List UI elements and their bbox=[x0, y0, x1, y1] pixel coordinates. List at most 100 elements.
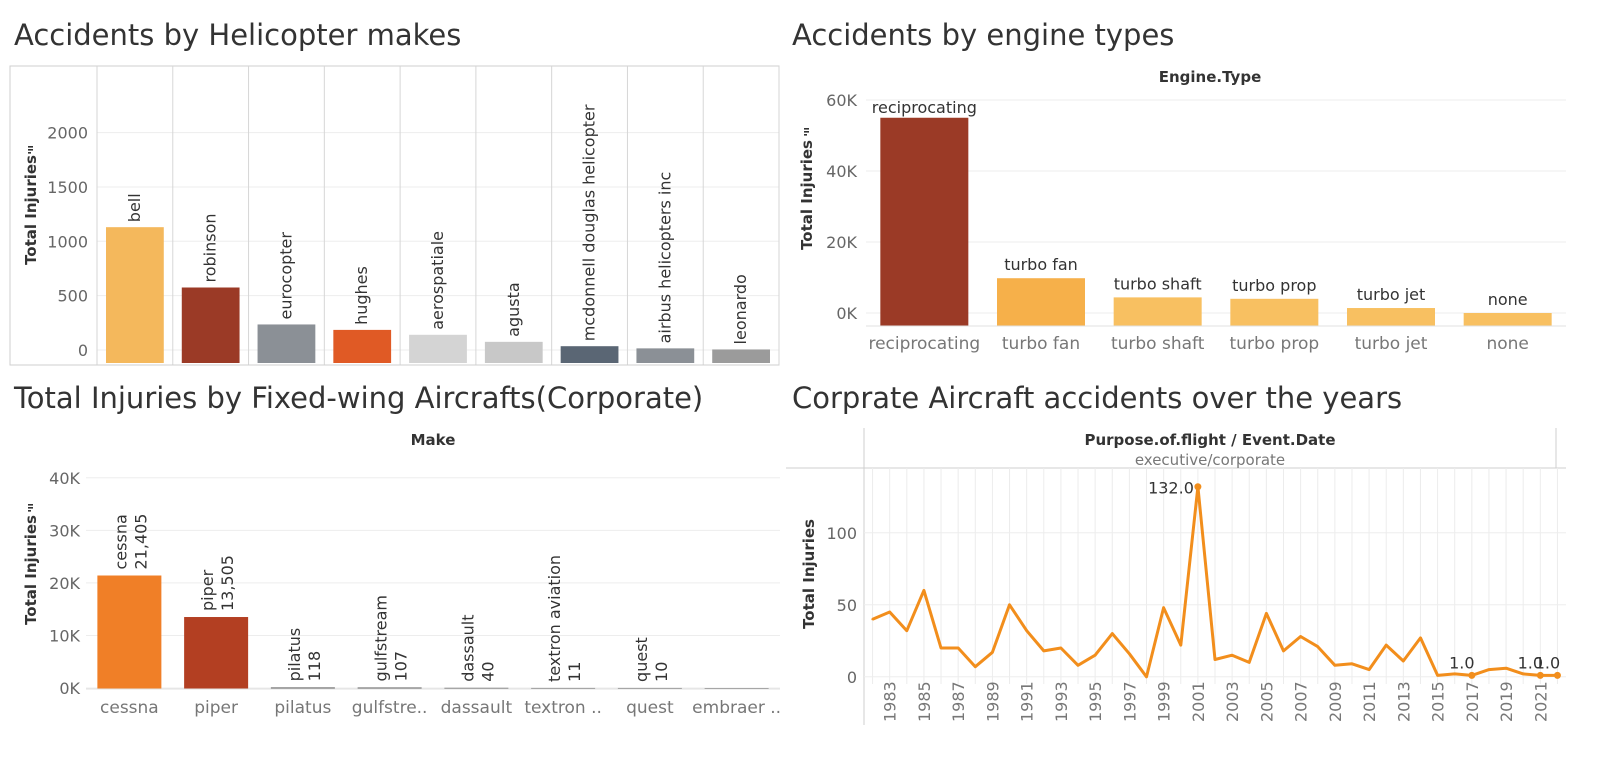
data-point bbox=[1453, 672, 1456, 676]
data-point bbox=[974, 665, 977, 668]
annotated-point bbox=[1536, 671, 1544, 679]
data-point bbox=[1367, 668, 1371, 671]
point-label: 132.0 bbox=[1148, 479, 1194, 498]
y-tick-label: 40K bbox=[49, 469, 80, 488]
data-point bbox=[1059, 646, 1063, 650]
data-point bbox=[939, 646, 943, 650]
bar-label: turbo shaft bbox=[1114, 274, 1202, 293]
x-tick-label: 2015 bbox=[1429, 681, 1448, 722]
corporate-chart[interactable]: Purpose.of.flight / Event.Date executive/… bbox=[782, 422, 1602, 757]
bar-quest bbox=[617, 687, 682, 689]
data-point bbox=[1487, 668, 1491, 671]
x-tick-label: 2005 bbox=[1257, 681, 1276, 722]
data-point bbox=[1282, 649, 1285, 653]
y-axis-label: Total Injuries bbox=[798, 140, 816, 250]
bar-eurocopter bbox=[257, 324, 316, 363]
bar-airbus-helicopters-inc bbox=[636, 348, 695, 363]
y-tick-label: 20K bbox=[49, 574, 80, 593]
sort-descending-icon bbox=[28, 504, 33, 512]
data-point bbox=[1385, 643, 1388, 647]
x-tick-label: 2003 bbox=[1223, 681, 1242, 722]
x-tick-label: 2011 bbox=[1360, 681, 1379, 722]
data-point bbox=[1419, 636, 1422, 640]
x-tick-label: 1995 bbox=[1086, 681, 1105, 722]
x-tick-label: turbo prop bbox=[1230, 334, 1320, 354]
bar-label: bell bbox=[125, 193, 144, 222]
bar-label: dassault bbox=[458, 614, 477, 681]
bar-label: cessna bbox=[111, 514, 130, 569]
bar-bell bbox=[106, 227, 164, 363]
bar-label: aerospatiale bbox=[428, 231, 447, 330]
data-point bbox=[1145, 675, 1148, 678]
data-point bbox=[1179, 643, 1182, 647]
y-tick-label: 100 bbox=[826, 524, 857, 543]
y-tick-label: 40K bbox=[826, 162, 857, 181]
sort-descending-icon bbox=[28, 146, 33, 154]
y-tick-label: 0K bbox=[836, 304, 857, 323]
chart-subheader: executive/corporate bbox=[1135, 451, 1285, 469]
bar-value-label: 13,505 bbox=[218, 555, 237, 611]
x-tick-label: gulfstre.. bbox=[352, 698, 428, 718]
data-point bbox=[1042, 649, 1045, 653]
data-point bbox=[1025, 629, 1028, 632]
y-tick-label: 1000 bbox=[47, 232, 88, 251]
data-point bbox=[888, 610, 891, 614]
y-axis-label: Total Injuries bbox=[22, 155, 40, 265]
engine-chart[interactable]: Engine.Type 0K 20K 40K 60K reciprocating recip… bbox=[782, 60, 1602, 370]
x-tick-label: cessna bbox=[100, 698, 159, 718]
bar-label: turbo prop bbox=[1232, 276, 1316, 295]
bar-label: robinson bbox=[201, 213, 220, 282]
bar-label: agusta bbox=[504, 282, 523, 337]
data-point bbox=[1402, 659, 1405, 663]
bar-label: eurocopter bbox=[276, 232, 295, 320]
y-tick-label: 50 bbox=[837, 596, 857, 615]
bar-cessna bbox=[97, 575, 162, 689]
x-tick-label: dassault bbox=[441, 698, 513, 718]
x-tick-label: 1999 bbox=[1155, 681, 1174, 722]
bar-turbo-shaft bbox=[1113, 297, 1202, 326]
bar-label: airbus helicopters inc bbox=[655, 172, 674, 344]
data-point bbox=[871, 618, 874, 621]
data-point bbox=[1248, 661, 1251, 664]
bar-label: pilatus bbox=[285, 628, 304, 682]
x-tick-label: turbo jet bbox=[1355, 334, 1428, 354]
data-point bbox=[1299, 635, 1302, 638]
helicopter-chart[interactable]: 0 500 1000 1500 2000 bell robinson eurocopter hu… bbox=[0, 60, 790, 370]
data-point bbox=[1111, 632, 1114, 635]
bar-aerospatiale bbox=[409, 334, 467, 363]
bar-label: none bbox=[1488, 290, 1528, 309]
annotated-point bbox=[1468, 671, 1476, 679]
data-point bbox=[1504, 666, 1508, 670]
x-tick-label: 1991 bbox=[1018, 681, 1037, 722]
data-point bbox=[922, 589, 926, 592]
point-label: 1.0 bbox=[1518, 653, 1543, 672]
data-point bbox=[1436, 674, 1439, 677]
data-point bbox=[1316, 645, 1319, 648]
data-point bbox=[1093, 654, 1097, 657]
data-point bbox=[1128, 652, 1131, 655]
x-tick-label: quest bbox=[626, 698, 674, 718]
annotated-point bbox=[1553, 671, 1561, 679]
x-tick-label: turbo shaft bbox=[1111, 334, 1205, 354]
bar-label: turbo fan bbox=[1004, 255, 1078, 274]
bar-leonardo bbox=[712, 349, 770, 363]
y-tick-label: 0K bbox=[59, 679, 80, 698]
sort-descending-icon bbox=[804, 128, 809, 136]
x-tick-label: 1987 bbox=[949, 681, 968, 722]
bar-robinson bbox=[181, 287, 240, 363]
y-tick-label: 1500 bbox=[47, 178, 88, 197]
x-tick-label: 2007 bbox=[1292, 681, 1311, 722]
corporate-chart-title: Corprate Aircraft accidents over the yea… bbox=[792, 381, 1403, 415]
bar-label: hughes bbox=[352, 266, 371, 325]
bar-label: quest bbox=[632, 637, 651, 682]
data-point bbox=[1350, 662, 1354, 666]
bar-mcdonnell-douglas-helicopter bbox=[560, 346, 619, 363]
bar-value-label: 118 bbox=[305, 651, 324, 682]
bar-label: textron aviation bbox=[545, 555, 564, 682]
x-tick-label: embraer .. bbox=[692, 698, 781, 718]
bar-dassault bbox=[444, 687, 509, 689]
bar-none bbox=[1463, 313, 1552, 326]
bar-textron-aviation bbox=[531, 687, 596, 689]
data-point bbox=[1333, 664, 1337, 667]
